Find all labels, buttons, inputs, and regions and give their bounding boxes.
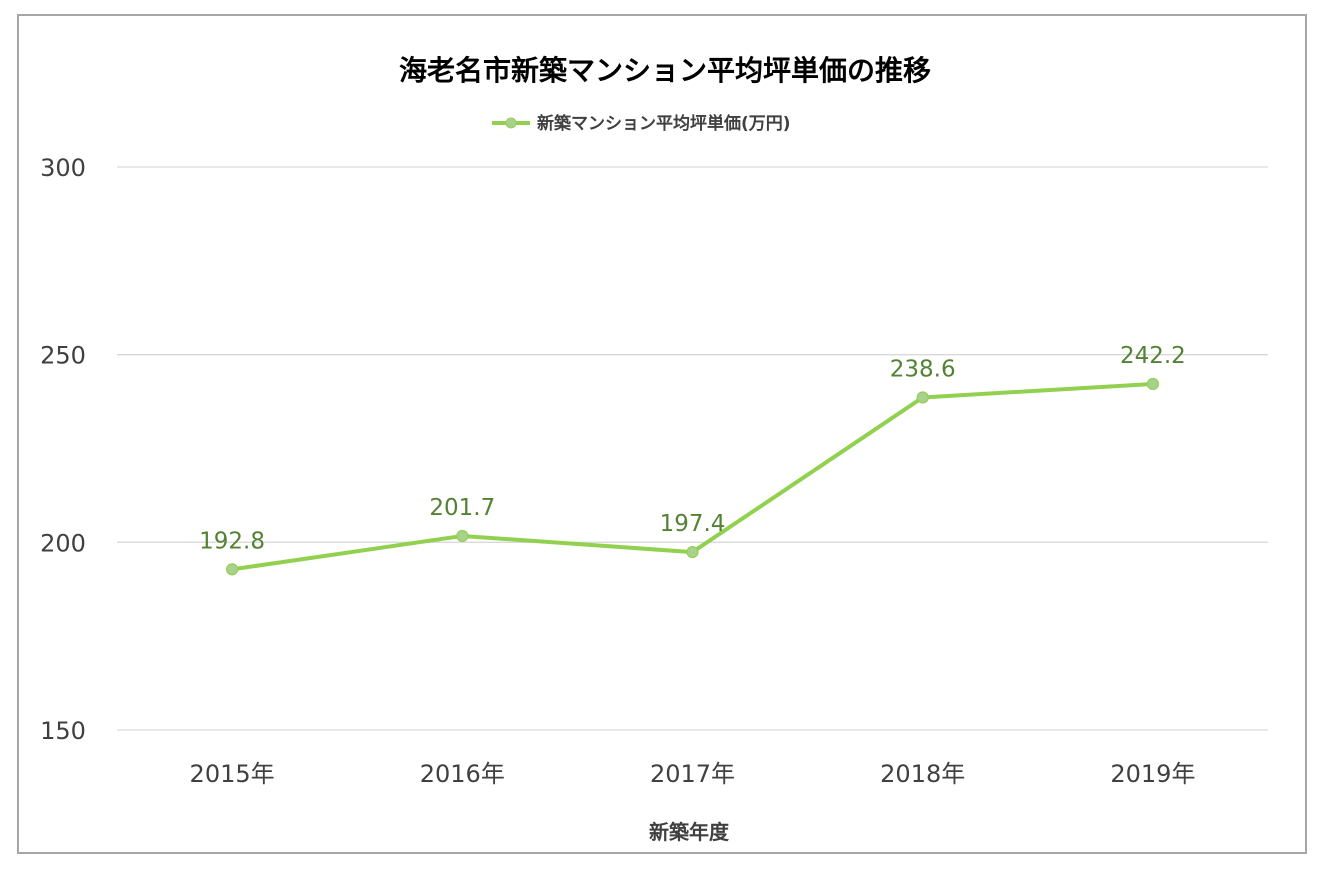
y-tick-label: 300 xyxy=(40,154,86,182)
x-tick-label: 2017年 xyxy=(650,760,735,788)
data-point xyxy=(456,529,469,543)
data-label: 238.6 xyxy=(890,356,956,382)
data-point xyxy=(916,391,929,404)
x-axis-title: 新築年度 xyxy=(649,820,730,844)
data-label: 201.7 xyxy=(429,495,495,521)
x-axis-ticks: 2015年 2016年 2017年 2018年 2019年 xyxy=(190,760,1196,788)
x-tick-label: 2019年 xyxy=(1110,760,1195,788)
gridlines xyxy=(117,166,1268,731)
data-label: 192.8 xyxy=(199,528,265,554)
y-tick-label: 150 xyxy=(40,717,86,745)
data-point xyxy=(226,563,239,576)
x-tick-label: 2016年 xyxy=(420,760,505,788)
legend-label: 新築マンション平均坪単価(万円) xyxy=(537,113,791,134)
data-labels: 192.8 201.7 197.4 238.6 242.2 xyxy=(199,343,1186,554)
legend-marker-swatch xyxy=(505,117,517,129)
legend: 新築マンション平均坪単価(万円) xyxy=(492,113,791,134)
x-tick-label: 2015年 xyxy=(190,760,275,788)
series-line xyxy=(226,377,1160,576)
data-label: 197.4 xyxy=(660,511,726,537)
data-point xyxy=(686,545,699,559)
y-tick-label: 200 xyxy=(40,529,86,557)
chart-title: 海老名市新築マンション平均坪単価の推移 xyxy=(399,54,931,87)
data-point xyxy=(1146,377,1160,391)
chart-frame xyxy=(17,14,1307,854)
data-label: 242.2 xyxy=(1120,343,1186,369)
x-tick-label: 2018年 xyxy=(880,760,965,788)
series-polyline xyxy=(230,381,1155,572)
y-tick-label: 250 xyxy=(40,342,86,370)
y-axis-ticks: 150 200 250 300 xyxy=(40,154,86,745)
